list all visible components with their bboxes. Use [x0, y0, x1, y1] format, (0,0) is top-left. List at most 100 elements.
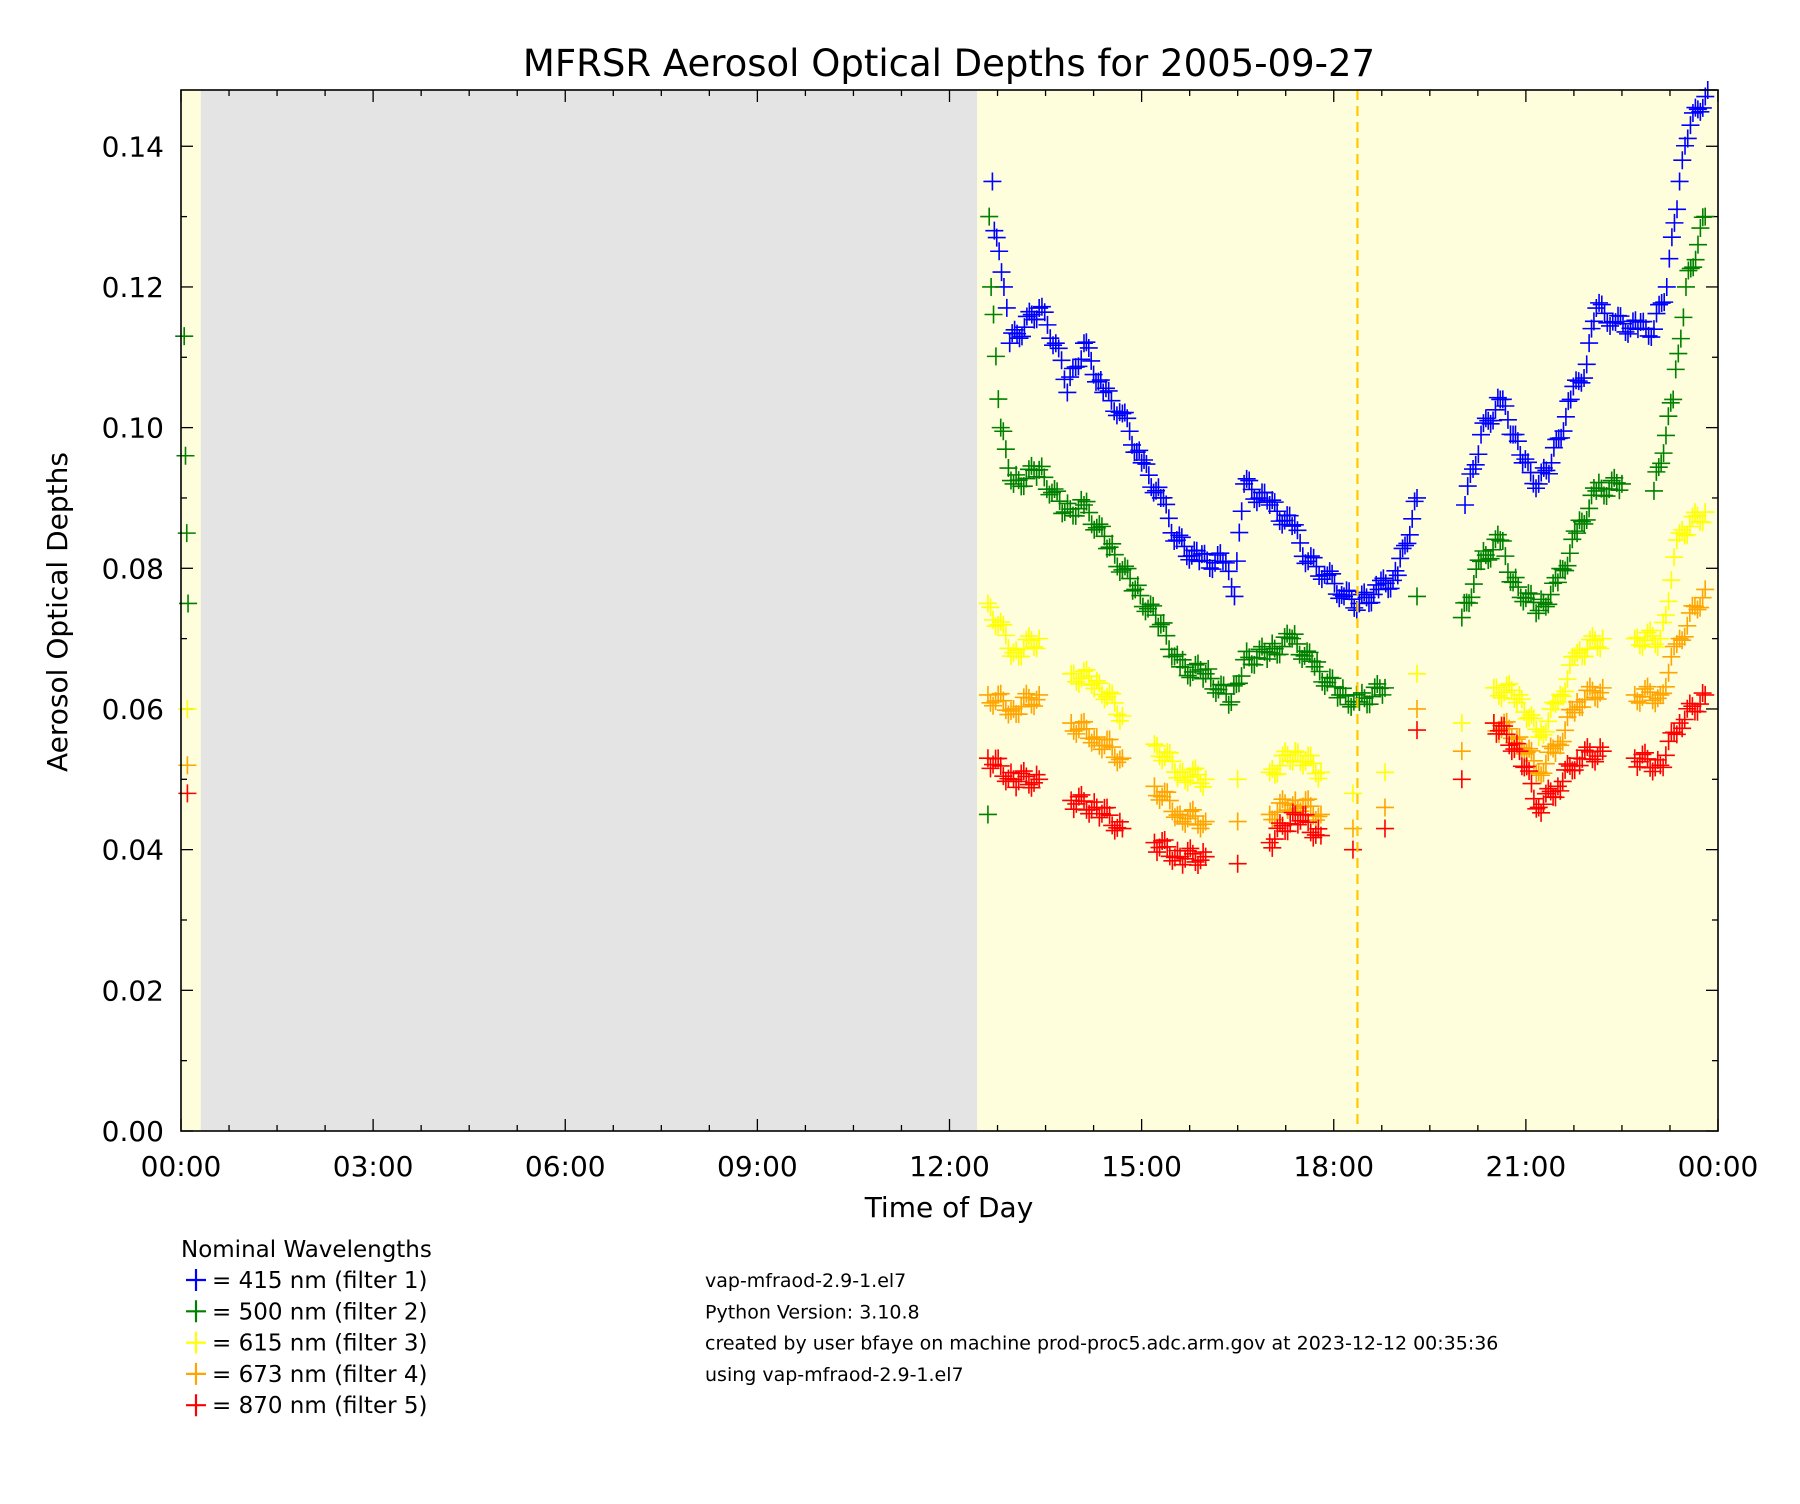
data-point — [1217, 684, 1236, 703]
data-point — [1654, 613, 1673, 632]
data-point — [1288, 634, 1307, 653]
data-point — [1693, 98, 1712, 117]
data-point — [1270, 645, 1289, 664]
data-point — [1176, 658, 1195, 677]
data-point — [1486, 530, 1505, 549]
data-point — [1178, 809, 1197, 828]
data-point — [1237, 469, 1256, 488]
info-line: created by user bfaye on machine prod-pr… — [705, 1333, 1498, 1355]
data-point — [1684, 258, 1703, 277]
data-point — [1291, 533, 1310, 552]
data-point — [1659, 663, 1678, 682]
data-point — [1685, 597, 1704, 616]
data-point — [1553, 687, 1572, 706]
data-point — [1678, 616, 1697, 635]
legend: = 415 nm (filter 1) = 500 nm (filter 2) = … — [186, 1268, 427, 1419]
data-point — [1090, 515, 1109, 534]
data-point — [1534, 725, 1553, 744]
data-point — [1327, 585, 1346, 604]
x-tick-label: 03:00 — [333, 1150, 414, 1183]
data-point — [1588, 747, 1607, 766]
data-point — [1118, 409, 1137, 428]
data-point — [1674, 308, 1693, 327]
data-point — [1375, 763, 1394, 782]
data-point — [1228, 770, 1247, 789]
data-point — [1647, 462, 1666, 481]
data-point — [1235, 650, 1254, 669]
plot-area: 00:00 03:00 06:00 09:00 12:00 15:00 18:00 21:00… — [102, 81, 1758, 1183]
data-point — [1163, 752, 1182, 771]
data-point — [1691, 598, 1710, 617]
data-point — [1560, 544, 1579, 563]
data-point — [1693, 684, 1712, 703]
data-point — [1000, 334, 1019, 353]
data-point — [1666, 360, 1685, 379]
data-point — [1240, 471, 1259, 490]
data-point — [1304, 828, 1323, 847]
data-point — [1301, 797, 1320, 816]
data-point — [1087, 728, 1106, 747]
data-point — [1595, 304, 1614, 323]
data-point — [1696, 207, 1715, 226]
data-point — [1155, 748, 1174, 767]
y-tick-label: 0.04 — [102, 834, 164, 867]
data-point — [1537, 461, 1556, 480]
data-point — [1030, 770, 1049, 789]
data-point — [1042, 483, 1061, 502]
data-point — [1154, 613, 1173, 632]
data-point — [1651, 756, 1670, 775]
data-point — [1052, 351, 1071, 370]
data-point — [1067, 672, 1086, 691]
data-point — [1332, 585, 1351, 604]
data-point — [1554, 422, 1573, 441]
plus-marker-icon — [186, 1362, 206, 1385]
data-point — [1502, 681, 1521, 700]
data-point — [1157, 495, 1176, 514]
data-point — [1467, 560, 1486, 579]
data-point — [1680, 517, 1699, 536]
data-point — [1575, 369, 1594, 388]
data-point — [1558, 708, 1577, 727]
data-point — [1452, 714, 1471, 733]
data-point — [1288, 743, 1307, 762]
data-point — [1660, 249, 1679, 268]
data-point — [1693, 588, 1712, 607]
data-point — [1283, 803, 1302, 822]
data-point — [1010, 329, 1029, 348]
data-point — [1469, 445, 1488, 464]
data-point — [1176, 849, 1195, 868]
data-point — [1194, 815, 1213, 834]
data-point — [1548, 573, 1567, 592]
data-point — [1113, 707, 1132, 726]
data-point — [1678, 129, 1697, 148]
data-point — [992, 263, 1011, 282]
data-point — [1012, 764, 1031, 783]
data-point — [1260, 763, 1279, 782]
data-point — [1616, 322, 1635, 341]
night-region — [200, 90, 978, 1131]
legend-item: = 673 nm (filter 4) — [186, 1362, 427, 1388]
data-point — [1669, 344, 1688, 363]
data-point — [1188, 856, 1207, 875]
data-point — [1368, 674, 1387, 693]
data-point — [1330, 589, 1349, 608]
data-point — [1688, 600, 1707, 619]
data-point — [1602, 471, 1621, 490]
data-point — [1665, 723, 1684, 742]
data-point — [1230, 523, 1249, 542]
data-point — [1548, 735, 1567, 754]
x-tick-label: 09:00 — [717, 1150, 798, 1183]
data-point — [1635, 679, 1654, 698]
data-point — [1158, 837, 1177, 856]
data-point — [1092, 517, 1111, 536]
data-point — [1310, 662, 1329, 681]
data-point — [1577, 510, 1596, 529]
data-point — [1017, 307, 1036, 326]
data-point — [1561, 390, 1580, 409]
data-point — [1146, 606, 1165, 625]
data-point — [1656, 606, 1675, 625]
data-point — [1659, 592, 1678, 611]
data-point — [1014, 477, 1033, 496]
data-point — [999, 459, 1018, 478]
data-point — [1155, 830, 1174, 849]
